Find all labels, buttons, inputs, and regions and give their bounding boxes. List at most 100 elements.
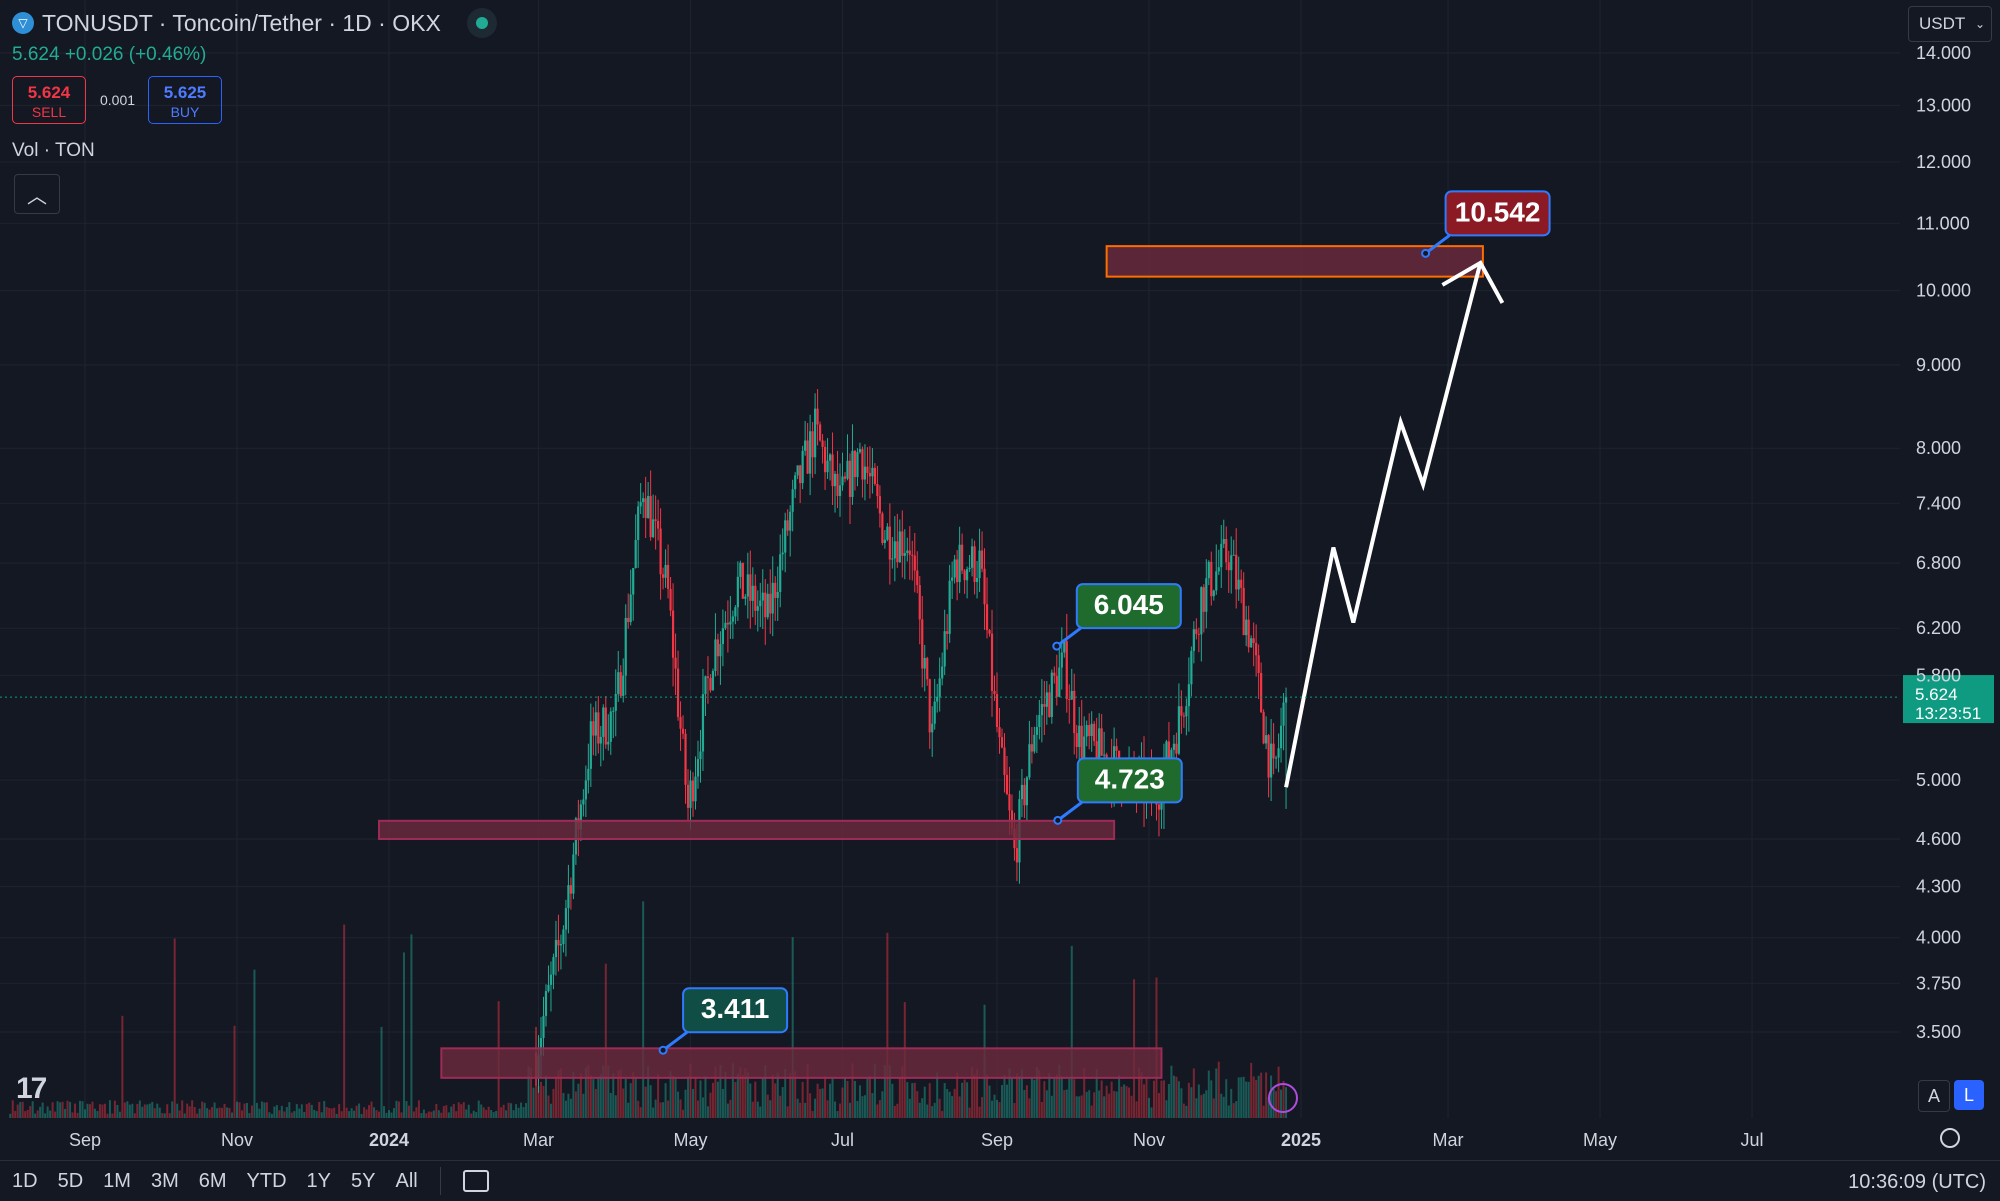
volume-bar <box>968 1107 971 1118</box>
tradingview-logo-icon[interactable]: 17 <box>16 1072 47 1105</box>
volume-bar <box>348 1111 351 1118</box>
volume-bar <box>736 1073 739 1118</box>
volume-bar <box>961 1082 964 1118</box>
candle-body <box>804 440 807 451</box>
volume-bar <box>866 1077 869 1118</box>
volume-bar <box>948 1091 951 1118</box>
price-change: +0.026 (+0.46%) <box>64 44 207 65</box>
range-button-all[interactable]: All <box>395 1169 418 1192</box>
volume-bar <box>452 1103 455 1118</box>
candle-body <box>965 569 969 581</box>
volume-bar <box>153 1108 156 1118</box>
volume-bar <box>477 1100 480 1118</box>
volume-bar <box>360 1113 363 1118</box>
volume-bar <box>290 1112 293 1118</box>
volume-bar <box>59 1102 62 1118</box>
chevron-down-icon: ⌄ <box>1974 17 1985 31</box>
candle-body <box>1023 784 1026 806</box>
volume-bar <box>721 1088 724 1118</box>
volume-bar <box>1180 1088 1183 1118</box>
candle-body <box>1053 672 1056 676</box>
volume-bar <box>273 1106 276 1118</box>
candle-body <box>1247 619 1250 648</box>
volume-bar <box>567 1093 570 1118</box>
candle-body <box>838 485 842 496</box>
volume-bar <box>1023 1089 1026 1118</box>
gear-icon[interactable] <box>1940 1128 1960 1148</box>
candle-body <box>776 591 779 598</box>
candle-body <box>1065 641 1068 700</box>
range-button-1m[interactable]: 1M <box>103 1169 131 1192</box>
volume-bar <box>589 1075 592 1118</box>
volume-bar <box>1053 1078 1056 1118</box>
volume-bar <box>831 1077 834 1118</box>
volume-bar <box>91 1101 94 1118</box>
volume-bar <box>392 1108 395 1118</box>
candle-body <box>1165 741 1168 768</box>
volume-bar <box>1015 1073 1018 1118</box>
candle-body <box>557 940 560 946</box>
collapse-indicators-button[interactable]: ︿ <box>14 174 60 214</box>
candle-body <box>911 554 914 556</box>
candle-body <box>1080 725 1083 758</box>
currency-selector[interactable]: USDT ⌄ <box>1908 6 1992 42</box>
candle-body <box>584 780 587 800</box>
price-tick-label: 12.000 <box>1916 152 1971 172</box>
symbol-header[interactable]: ▽ TONUSDT · Toncoin/Tether · 1D · OKX <box>12 8 497 38</box>
candle-body <box>903 553 906 556</box>
volume-bar <box>1262 1105 1265 1118</box>
candle-body <box>1277 748 1280 758</box>
time-tick-label: Sep <box>981 1130 1013 1150</box>
range-button-3m[interactable]: 3M <box>150 1169 179 1192</box>
auto-scale-button[interactable]: A <box>1918 1080 1950 1112</box>
volume-bar <box>684 1089 687 1118</box>
volume-bar <box>161 1113 164 1118</box>
candle-body <box>1245 619 1248 636</box>
utc-clock[interactable]: 10:36:09 (UTC) <box>1848 1171 1986 1193</box>
candle-body <box>769 593 772 614</box>
volume-bar <box>240 1110 243 1118</box>
candle-body <box>1182 715 1185 717</box>
volume-bar <box>1272 1088 1275 1118</box>
buy-price: 5.625 <box>163 83 207 102</box>
candle-body <box>973 546 976 582</box>
price-change-readout: 5.624 +0.026 (+0.46%) <box>12 44 206 66</box>
range-button-1y[interactable]: 1Y <box>306 1169 332 1192</box>
candle-body <box>547 984 550 992</box>
volume-bar <box>978 1106 981 1118</box>
market-open-status-icon[interactable] <box>466 8 497 38</box>
candle-body <box>1284 697 1288 703</box>
candle-body <box>674 657 677 669</box>
candle-body <box>946 631 949 634</box>
calendar-goto-date-icon[interactable] <box>462 1170 489 1192</box>
candle-body <box>719 643 722 657</box>
candle-body <box>866 466 869 473</box>
volume-bar <box>652 1107 655 1118</box>
volume-indicator-label[interactable]: Vol · TON <box>12 140 95 161</box>
volume-bar <box>642 901 645 1118</box>
candle-body <box>1269 743 1273 778</box>
buy-button[interactable]: 5.625 BUY <box>148 76 222 124</box>
range-button-5y[interactable]: 5Y <box>351 1169 376 1192</box>
volume-bar <box>71 1112 74 1118</box>
volume-bar <box>1008 1068 1011 1118</box>
log-scale-button[interactable]: L <box>1954 1080 1984 1110</box>
range-button-5d[interactable]: 5D <box>57 1169 84 1192</box>
range-button-6m[interactable]: 6M <box>198 1169 227 1192</box>
volume-bar <box>577 1083 580 1118</box>
sell-button[interactable]: 5.624 SELL <box>12 76 86 124</box>
candle-body <box>913 555 916 571</box>
volume-bar <box>233 1025 236 1118</box>
volume-bar <box>1063 1090 1066 1118</box>
volume-bar <box>1177 1081 1180 1118</box>
candle-body <box>1000 737 1004 748</box>
volume-bar <box>1282 1080 1285 1118</box>
candle-body <box>691 780 695 802</box>
candle-body <box>1192 629 1195 651</box>
candle-body <box>671 610 675 658</box>
range-button-1d[interactable]: 1D <box>12 1169 38 1192</box>
candle-body <box>1033 734 1036 752</box>
range-button-ytd[interactable]: YTD <box>246 1169 287 1192</box>
candle-body <box>1103 754 1106 756</box>
